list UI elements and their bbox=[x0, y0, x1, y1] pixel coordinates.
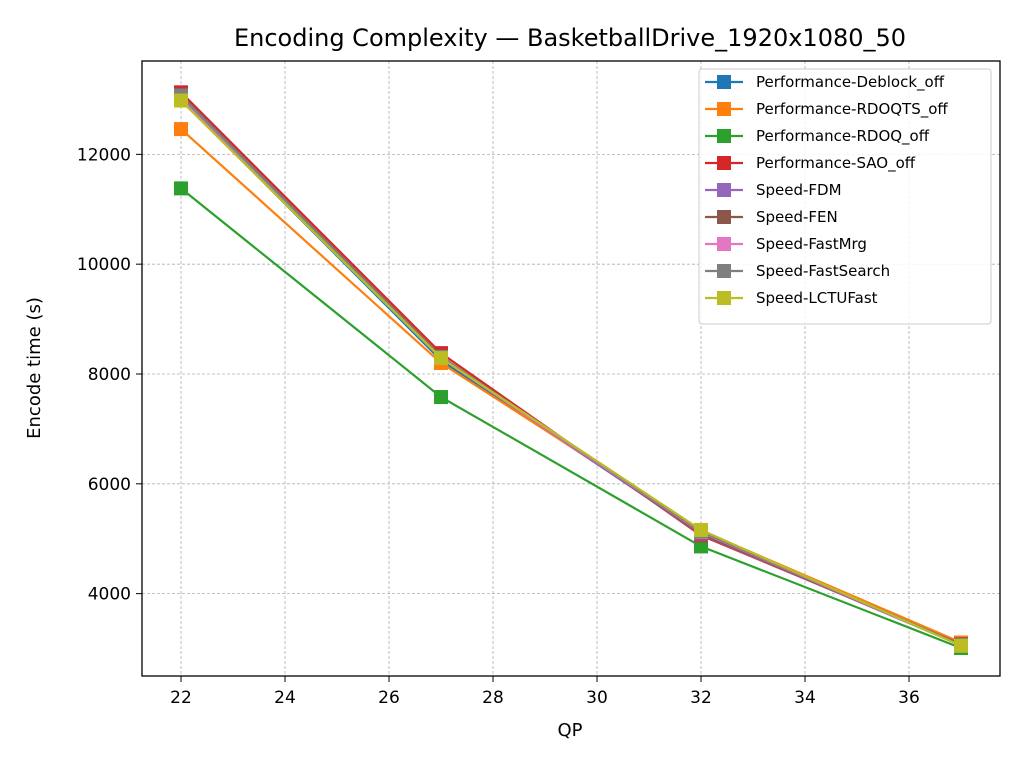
legend-label: Performance-RDOQTS_off bbox=[756, 100, 948, 119]
series-8 bbox=[174, 93, 968, 653]
legend-marker bbox=[717, 291, 731, 305]
legend-item: Speed-FastSearch bbox=[705, 262, 890, 280]
legend-label: Speed-FastSearch bbox=[756, 262, 890, 280]
x-tick-label: 30 bbox=[586, 688, 608, 708]
legend-marker bbox=[717, 237, 731, 251]
series-line bbox=[180, 187, 962, 650]
x-tick-label: 36 bbox=[898, 688, 920, 708]
legend-item: Performance-Deblock_off bbox=[705, 73, 945, 92]
legend-marker bbox=[717, 210, 731, 224]
x-tick-label: 26 bbox=[378, 688, 400, 708]
x-tick-label: 22 bbox=[170, 688, 192, 708]
legend-item: Speed-LCTUFast bbox=[705, 289, 878, 307]
chart-title: Encoding Complexity — BasketballDrive_19… bbox=[234, 24, 906, 52]
legend-label: Speed-FastMrg bbox=[756, 235, 867, 253]
legend-marker bbox=[717, 183, 731, 197]
legend-marker bbox=[717, 75, 731, 89]
legend-item: Performance-SAO_off bbox=[705, 154, 916, 173]
legend-item: Speed-FDM bbox=[705, 181, 842, 199]
plot-frame bbox=[141, 60, 1001, 677]
y-tick-label: 12000 bbox=[77, 145, 131, 165]
y-tick-label: 4000 bbox=[88, 585, 131, 605]
y-axis-label: Encode time (s) bbox=[24, 297, 45, 439]
x-tick-label: 24 bbox=[274, 688, 296, 708]
legend-item: Speed-FastMrg bbox=[705, 235, 867, 253]
legend-label: Speed-FEN bbox=[756, 208, 838, 226]
data-point bbox=[174, 93, 188, 108]
data-point bbox=[434, 390, 448, 405]
legend-label: Speed-FDM bbox=[756, 181, 842, 199]
legend-box bbox=[698, 68, 992, 325]
legend-marker bbox=[717, 102, 731, 116]
y-tick-label: 8000 bbox=[88, 365, 131, 385]
legend-item: Speed-FEN bbox=[705, 208, 838, 226]
data-point bbox=[954, 638, 968, 653]
series-line bbox=[180, 99, 962, 647]
legend: Performance-Deblock_off Performance-RDOQT… bbox=[698, 68, 992, 325]
legend-label: Performance-Deblock_off bbox=[756, 73, 945, 92]
legend-marker bbox=[717, 156, 731, 170]
legend-label: Performance-SAO_off bbox=[756, 154, 916, 173]
data-point bbox=[174, 122, 188, 137]
legend-item: Performance-RDOQ_off bbox=[705, 127, 930, 146]
data-point bbox=[694, 539, 708, 554]
y-tick-label: 10000 bbox=[77, 255, 131, 275]
data-point bbox=[434, 351, 448, 366]
legend-item: Performance-RDOQTS_off bbox=[705, 100, 948, 119]
legend-marker bbox=[717, 129, 731, 143]
x-axis-label: QP bbox=[557, 720, 582, 741]
data-point bbox=[174, 181, 188, 196]
legend-label: Speed-LCTUFast bbox=[756, 289, 878, 307]
series-layer bbox=[174, 85, 968, 655]
x-tick-label: 32 bbox=[690, 688, 712, 708]
data-point bbox=[694, 522, 708, 537]
legend-marker bbox=[717, 264, 731, 278]
legend-label: Performance-RDOQ_off bbox=[756, 127, 930, 146]
y-tick-label: 6000 bbox=[88, 475, 131, 495]
x-tick-label: 28 bbox=[482, 688, 504, 708]
x-tick-label: 34 bbox=[794, 688, 816, 708]
ticks: 22 24 26 28 30 32 34 36 4000 6000 8000 10000 12000 bbox=[77, 145, 920, 708]
